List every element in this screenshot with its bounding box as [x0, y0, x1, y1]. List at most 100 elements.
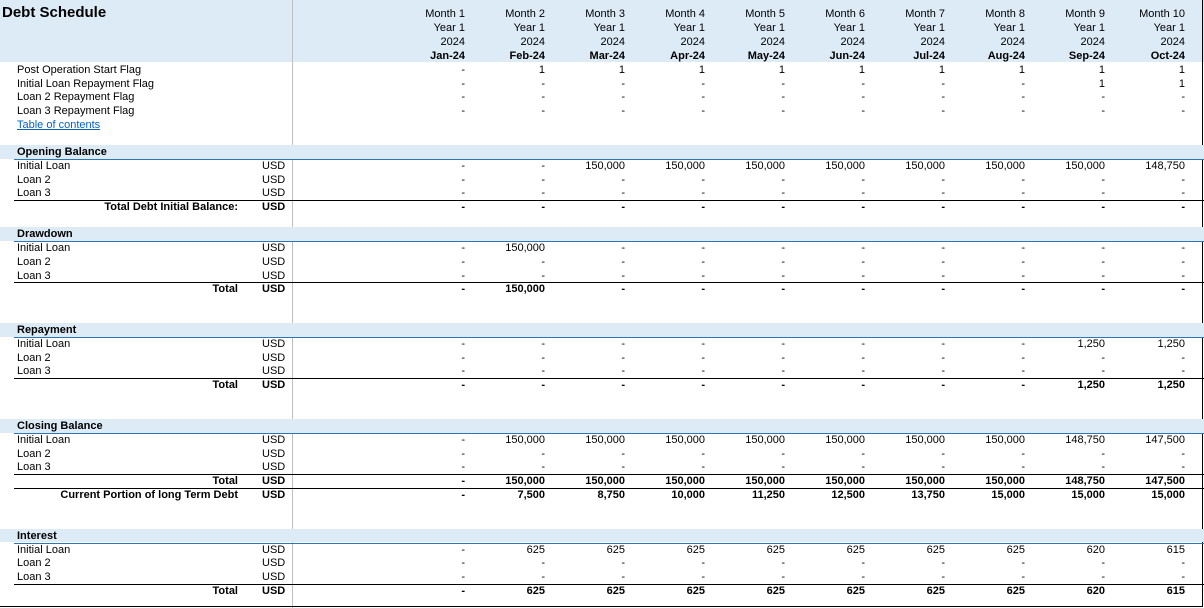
cell-value: -	[461, 242, 465, 255]
cell-value: -	[941, 461, 945, 474]
column-header: Month 9	[1065, 8, 1105, 20]
row-unit: USD	[262, 255, 286, 268]
total-value: -	[461, 283, 465, 296]
cell-value: -	[781, 365, 785, 378]
cell-value: -	[1021, 77, 1025, 90]
cell-value: -	[861, 269, 865, 282]
row-label: Loan 2	[17, 351, 51, 364]
column-header: Jun-24	[829, 50, 865, 62]
total-value: 1,250	[1077, 379, 1105, 392]
total-value: -	[781, 379, 785, 392]
header-band	[0, 0, 1204, 62]
cell-value: -	[621, 91, 625, 104]
cell-value: -	[461, 433, 465, 446]
column-header: Year 1	[673, 22, 705, 34]
total-value: 625	[846, 584, 865, 597]
row-unit: USD	[262, 338, 286, 350]
cell-value: -	[621, 255, 625, 268]
total-value: -	[461, 488, 465, 501]
cell-value: -	[861, 365, 865, 378]
row-unit: USD	[262, 187, 286, 200]
cell-value: -	[701, 461, 705, 474]
cell-value: -	[861, 570, 865, 583]
cell-value: -	[941, 91, 945, 104]
column-header: Month 3	[585, 8, 625, 20]
total-value: -	[541, 201, 545, 213]
cell-value: -	[701, 338, 705, 350]
cell-value: -	[861, 91, 865, 104]
column-header: May-24	[747, 50, 785, 62]
cell-value: 625	[1006, 543, 1025, 556]
total-value: 15,000	[1151, 488, 1185, 501]
cell-value: -	[1101, 365, 1105, 378]
cell-value: -	[461, 338, 465, 350]
cell-value: -	[461, 159, 465, 172]
cell-value: -	[1101, 91, 1105, 104]
cell-value: 1	[778, 64, 785, 76]
cell-value: -	[541, 91, 545, 104]
total-value: 150,000	[585, 475, 625, 487]
row-unit: USD	[262, 242, 286, 255]
column-header: 2024	[1080, 36, 1105, 48]
column-header: Year 1	[753, 22, 785, 34]
cell-value: 615	[1166, 543, 1185, 556]
cell-value: -	[781, 187, 785, 200]
row-unit: USD	[262, 557, 286, 570]
cell-value: -	[1021, 255, 1025, 268]
total-value: -	[1101, 201, 1105, 213]
cell-value: -	[701, 255, 705, 268]
cell-value: -	[541, 105, 545, 118]
cell-value: -	[941, 105, 945, 118]
total-value: -	[781, 201, 785, 213]
cell-value: -	[1021, 187, 1025, 200]
row-label: Initial Loan	[17, 338, 71, 350]
cell-value: -	[541, 351, 545, 364]
row-label: Initial Loan	[17, 543, 71, 556]
cell-value: 1	[938, 64, 945, 76]
cell-value: -	[621, 77, 625, 90]
cell-value: 150,000	[825, 159, 865, 172]
total-value: -	[861, 283, 865, 296]
cell-value: -	[1021, 91, 1025, 104]
cell-value: -	[621, 351, 625, 364]
cell-value: 150,000	[825, 433, 865, 446]
row-label: Loan 3	[17, 365, 51, 378]
column-header: Feb-24	[509, 50, 545, 62]
column-header: 2024	[1160, 36, 1185, 48]
cell-value: -	[781, 338, 785, 350]
total-value: 8,750	[597, 488, 625, 501]
toc-link[interactable]: Table of contents	[17, 118, 101, 131]
cell-value: -	[541, 557, 545, 570]
cell-value: -	[1021, 269, 1025, 282]
cell-value: 1	[618, 64, 625, 76]
cell-value: -	[861, 242, 865, 255]
column-header: 2024	[920, 36, 945, 48]
cell-value: -	[701, 570, 705, 583]
cell-value: -	[541, 338, 545, 350]
title: Debt Schedule	[2, 4, 107, 21]
cell-value: -	[861, 255, 865, 268]
cell-value: 148,750	[1145, 159, 1185, 172]
column-header: Month 1	[425, 8, 465, 20]
total-value: 1,250	[1157, 379, 1185, 392]
cell-value: -	[461, 269, 465, 282]
total-value: 615	[1166, 584, 1185, 597]
total-value: -	[461, 475, 465, 487]
cell-value: -	[1101, 105, 1105, 118]
cell-value: -	[1181, 105, 1185, 118]
section-band	[0, 528, 1204, 543]
cell-value: 150,000	[665, 159, 705, 172]
column-header: Year 1	[913, 22, 945, 34]
cell-value: -	[861, 461, 865, 474]
column-header: Month 5	[745, 8, 785, 20]
cell-value: -	[781, 461, 785, 474]
column-header: Month 6	[825, 8, 865, 20]
total-value: -	[621, 379, 625, 392]
total-value: -	[621, 201, 625, 213]
total-value: 15,000	[991, 488, 1025, 501]
row-unit: USD	[262, 543, 286, 556]
total-label: Total	[212, 379, 238, 392]
row-unit: USD	[262, 461, 286, 474]
row-unit: USD	[262, 283, 286, 296]
cell-value: -	[861, 77, 865, 90]
